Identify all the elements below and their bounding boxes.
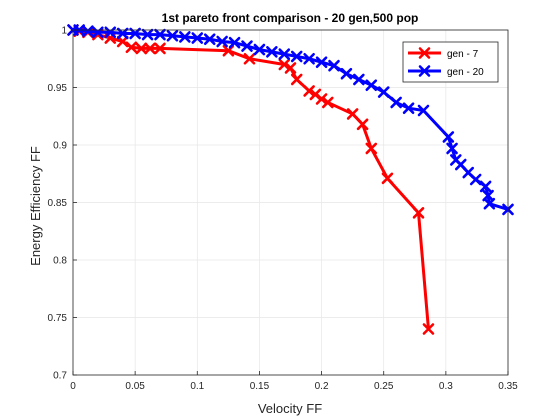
data-point — [116, 35, 129, 48]
series-1 — [67, 24, 435, 335]
data-point — [154, 42, 166, 55]
data-point — [340, 67, 353, 80]
y-axis-label: Energy Efficiency FF — [28, 146, 43, 266]
x-tick-label: 0.05 — [125, 381, 145, 392]
data-point — [442, 131, 455, 143]
data-point — [353, 73, 365, 86]
data-point — [377, 86, 390, 98]
series-2 — [67, 24, 514, 216]
data-point — [129, 27, 141, 40]
data-point — [191, 32, 204, 44]
data-point — [422, 323, 435, 335]
data-point — [135, 42, 148, 55]
y-tick-label: 1 — [61, 26, 67, 37]
y-tick-label: 0.95 — [48, 83, 68, 94]
data-point — [82, 25, 94, 37]
data-point — [92, 26, 104, 39]
x-tick-label: 0 — [70, 381, 76, 392]
data-point — [228, 36, 241, 49]
data-point — [315, 56, 328, 68]
y-tick-label: 0.7 — [53, 371, 67, 382]
y-tick-label: 0.85 — [48, 198, 68, 209]
chart-title: 1st pareto front comparison - 20 gen,500… — [162, 11, 419, 25]
data-point — [284, 62, 297, 74]
data-point — [116, 27, 129, 40]
legend-label: gen - 20 — [447, 67, 484, 78]
x-tick-label: 0.2 — [315, 381, 329, 392]
x-tick-label: 0.15 — [250, 381, 270, 392]
data-point — [154, 28, 166, 41]
data-point — [303, 52, 315, 65]
data-point — [479, 180, 492, 193]
data-point — [125, 41, 138, 54]
data-point — [290, 50, 303, 63]
data-point — [412, 207, 425, 219]
data-point — [243, 52, 256, 65]
legend-marker — [418, 47, 431, 59]
data-point — [303, 85, 315, 97]
data-point — [253, 43, 266, 56]
y-tick-label: 0.75 — [48, 313, 68, 324]
data-point — [321, 96, 334, 109]
y-tick-label: 0.8 — [53, 256, 67, 267]
data-point — [346, 108, 359, 120]
data-point — [241, 40, 253, 52]
data-point — [469, 173, 482, 186]
data-point — [166, 29, 179, 42]
data-point — [216, 35, 228, 48]
legend-marker — [418, 65, 431, 77]
legend: gen - 7 gen - 20 — [402, 41, 499, 83]
x-axis-label: Velocity FF — [258, 401, 322, 416]
grid-lines — [72, 29, 509, 376]
data-point — [144, 42, 156, 55]
x-tick-label: 0.1 — [190, 381, 204, 392]
data-point — [203, 33, 216, 45]
data-point — [483, 197, 496, 210]
data-point — [381, 172, 394, 185]
data-point — [278, 48, 291, 60]
x-tick-label: 0.3 — [439, 381, 453, 392]
series-line — [72, 28, 430, 330]
data-point — [328, 59, 340, 72]
y-tick-label: 0.9 — [53, 141, 67, 152]
data-point — [290, 73, 303, 86]
x-tick-label: 0.35 — [498, 381, 518, 392]
data-point — [446, 142, 458, 155]
data-point — [266, 46, 278, 58]
data-point — [365, 142, 378, 155]
axis-ticks: 0 0.05 0.1 0.15 0.2 0.25 0.3 0.35 0.7 0.75 0.8 0.85… — [48, 26, 519, 393]
data-point — [315, 93, 328, 105]
data-point — [356, 118, 369, 131]
data-point — [104, 26, 117, 39]
x-tick-label: 0.25 — [374, 381, 394, 392]
data-point — [417, 104, 430, 117]
legend-label: gen - 7 — [447, 49, 479, 60]
data-point — [402, 102, 415, 114]
data-point — [365, 79, 378, 91]
data-point — [141, 28, 154, 41]
data-point — [179, 31, 191, 43]
data-point — [390, 96, 402, 109]
plot-series — [67, 24, 514, 335]
data-point — [278, 58, 291, 71]
